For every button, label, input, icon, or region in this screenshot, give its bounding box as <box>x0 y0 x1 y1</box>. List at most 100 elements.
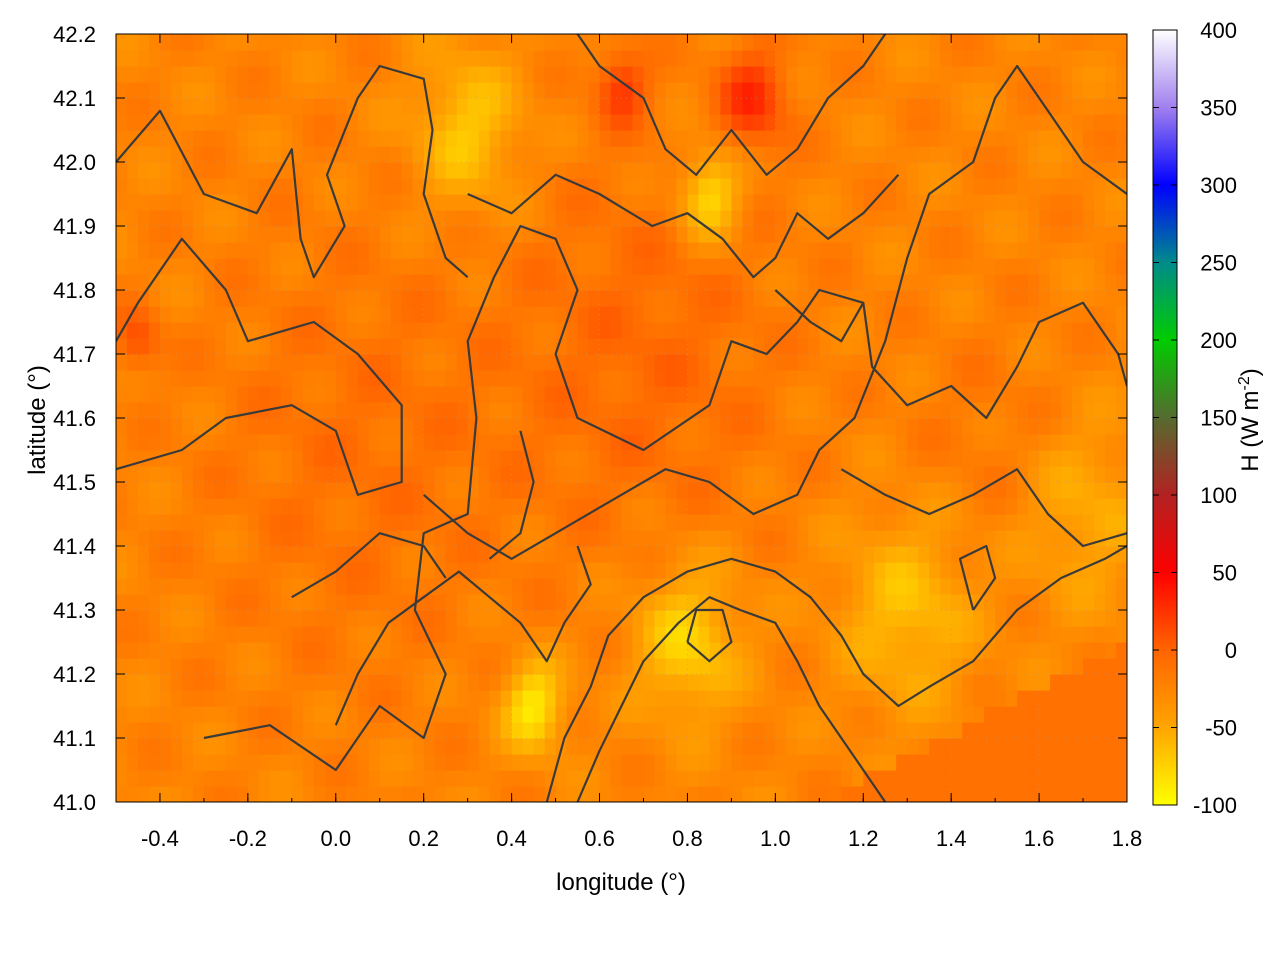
heatmap-cell <box>533 418 546 435</box>
heatmap-cell <box>753 242 765 259</box>
heatmap-cell <box>412 450 425 467</box>
heatmap-cell <box>797 642 809 659</box>
heatmap-cell <box>379 562 392 579</box>
heatmap-cell <box>632 66 645 83</box>
heatmap-cell <box>665 722 678 739</box>
heatmap-cell <box>423 706 436 723</box>
heatmap-cell <box>1116 322 1127 339</box>
heatmap-cell <box>478 226 491 243</box>
heatmap-cell <box>137 738 150 755</box>
heatmap-cell <box>907 690 919 707</box>
heatmap-cell <box>632 530 645 547</box>
heatmap-cell <box>269 626 282 643</box>
heatmap-cell <box>962 242 974 259</box>
heatmap-cell <box>731 418 743 435</box>
heatmap-cell <box>555 578 568 595</box>
heatmap-cell <box>214 354 227 371</box>
heatmap-cell <box>434 610 447 627</box>
heatmap-cell <box>621 338 634 355</box>
heatmap-cell <box>544 594 557 611</box>
heatmap-cell <box>962 450 974 467</box>
heatmap-cell <box>247 610 260 627</box>
heatmap-cell <box>280 642 293 659</box>
heatmap-cell <box>918 370 930 387</box>
heatmap-cell <box>764 642 776 659</box>
heatmap-cell <box>1050 530 1062 547</box>
heatmap-cell <box>1006 338 1018 355</box>
heatmap-cell <box>203 530 216 547</box>
heatmap-cell <box>797 338 809 355</box>
heatmap-cell <box>599 82 612 99</box>
heatmap-cell <box>907 82 919 99</box>
heatmap-cell <box>698 626 711 643</box>
heatmap-cell <box>885 210 897 227</box>
heatmap-cell <box>962 594 974 611</box>
heatmap-cell <box>335 306 348 323</box>
heatmap-cell <box>170 578 183 595</box>
heatmap-cell <box>874 466 886 483</box>
heatmap-cell <box>687 626 700 643</box>
heatmap-cell <box>720 610 732 627</box>
heatmap-cell <box>632 34 645 51</box>
heatmap-cell <box>1039 194 1051 211</box>
heatmap-cell <box>1116 338 1127 355</box>
heatmap-cell <box>203 130 216 147</box>
heatmap-cell <box>577 322 590 339</box>
heatmap-cell <box>962 194 974 211</box>
heatmap-cell <box>1006 146 1018 163</box>
heatmap-cell <box>247 162 260 179</box>
heatmap-cell <box>742 466 754 483</box>
heatmap-cell <box>808 578 820 595</box>
heatmap-cell <box>225 98 238 115</box>
heatmap-cell <box>863 466 875 483</box>
heatmap-cell <box>357 738 370 755</box>
heatmap-cell <box>1017 354 1029 371</box>
heatmap-cell <box>434 434 447 451</box>
y-tick-labels: 41.041.141.241.341.441.541.641.741.841.9… <box>53 22 96 815</box>
heatmap-cell <box>225 722 238 739</box>
heatmap-cell <box>599 34 612 51</box>
heatmap-cell <box>478 386 491 403</box>
heatmap-cell <box>478 162 491 179</box>
heatmap-cell <box>434 354 447 371</box>
heatmap-cell <box>1116 226 1127 243</box>
heatmap-cell <box>1039 34 1051 51</box>
heatmap-cell <box>973 690 985 707</box>
heatmap-cell <box>489 466 502 483</box>
heatmap-cell <box>544 514 557 531</box>
heatmap-cell <box>346 274 359 291</box>
heatmap-cell <box>467 418 480 435</box>
heatmap-cell <box>929 322 941 339</box>
heatmap-cell <box>632 226 645 243</box>
heatmap-cell <box>665 34 678 51</box>
heatmap-cell <box>929 274 941 291</box>
heatmap-cell <box>1094 754 1106 771</box>
heatmap-cell <box>566 146 579 163</box>
heatmap-cell <box>137 98 150 115</box>
heatmap-cell <box>1028 642 1040 659</box>
heatmap-cell <box>720 722 732 739</box>
heatmap-cell <box>632 242 645 259</box>
heatmap-cell <box>830 786 842 802</box>
heatmap-cell <box>346 770 359 787</box>
heatmap-cell <box>511 482 524 499</box>
heatmap-cell <box>116 482 128 499</box>
heatmap-cell <box>247 642 260 659</box>
heatmap-cell <box>390 370 403 387</box>
heatmap-cell <box>555 274 568 291</box>
heatmap-cell <box>907 98 919 115</box>
heatmap-cell <box>973 354 985 371</box>
heatmap-cell <box>621 642 634 659</box>
heatmap-cell <box>533 690 546 707</box>
heatmap-cell <box>1072 498 1084 515</box>
heatmap-cell <box>984 338 996 355</box>
heatmap-cell <box>434 98 447 115</box>
heatmap-cell <box>984 562 996 579</box>
heatmap-cell <box>1083 306 1095 323</box>
heatmap-cell <box>214 386 227 403</box>
heatmap-cell <box>929 290 941 307</box>
heatmap-cell <box>269 258 282 275</box>
heatmap-cell <box>632 306 645 323</box>
heatmap-cell <box>1116 50 1127 67</box>
heatmap-cell <box>797 482 809 499</box>
